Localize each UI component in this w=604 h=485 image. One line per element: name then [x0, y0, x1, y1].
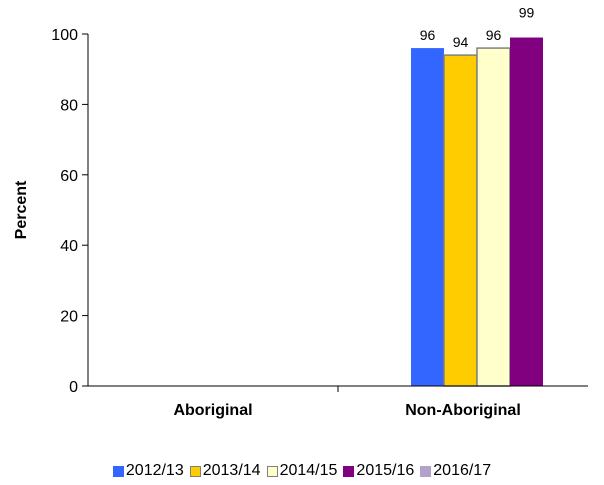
legend-swatch	[420, 465, 432, 477]
legend-item: 2015/16	[343, 462, 414, 480]
bar	[476, 47, 511, 387]
bar-data-label: 96	[486, 27, 502, 43]
bar-data-label: 99	[519, 5, 535, 21]
legend-label: 2015/16	[356, 462, 415, 479]
y-tick-label: 20	[60, 309, 78, 326]
legend-swatch	[343, 465, 355, 477]
chart-legend: 2012/13 2013/14 2014/15 2015/16 2016/17	[0, 458, 604, 484]
legend-label: 2014/15	[279, 462, 338, 479]
y-tick-label: 60	[60, 168, 78, 185]
legend-label: 2012/13	[125, 462, 184, 479]
x-category-label: Non-Aboriginal	[405, 402, 521, 419]
legend-item: 2014/15	[266, 462, 338, 480]
legend-swatch	[266, 465, 278, 477]
legend-item: 2013/14	[189, 462, 261, 480]
legend-item: 2012/13	[112, 462, 184, 480]
y-tick-label: 40	[60, 238, 78, 255]
bar-data-label: 96	[420, 27, 436, 43]
bar-data-label: 94	[453, 34, 469, 50]
legend-swatch	[112, 465, 124, 477]
y-axis-title: Percent	[13, 180, 30, 239]
legend-item: 2016/17	[420, 462, 491, 480]
bar	[411, 48, 444, 386]
bar-chart: Percent 0 20 40 60 80 100 96 94 96 99 Aboriginal…	[13, 5, 588, 419]
y-tick-label: 80	[60, 97, 78, 114]
legend-label: 2013/14	[202, 462, 261, 479]
legend-swatch	[189, 465, 201, 477]
bar	[510, 37, 543, 387]
legend-label: 2016/17	[433, 462, 492, 479]
y-tick-label: 0	[69, 379, 78, 396]
bar	[443, 54, 478, 387]
y-tick-label: 100	[51, 27, 78, 44]
x-category-label: Aboriginal	[173, 402, 252, 419]
